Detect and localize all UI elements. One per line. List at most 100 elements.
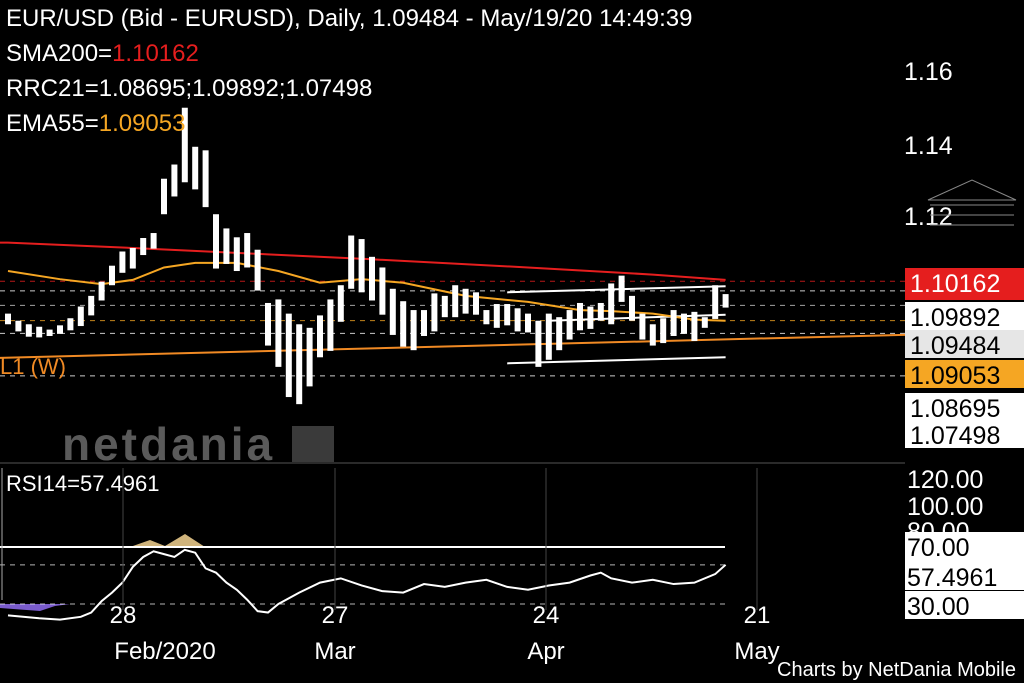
price-bar[interactable] xyxy=(535,320,542,367)
price-bar[interactable] xyxy=(462,288,469,314)
price-bar[interactable] xyxy=(660,318,667,344)
price-bar[interactable] xyxy=(57,325,63,334)
price-bar[interactable] xyxy=(493,304,500,328)
price-bar[interactable] xyxy=(712,285,719,319)
price-bar[interactable] xyxy=(400,301,407,347)
price-bar[interactable] xyxy=(337,285,344,322)
price-bar[interactable] xyxy=(369,256,375,301)
price-bar[interactable] xyxy=(5,313,11,325)
price-badge-label: 1.09053 xyxy=(910,362,1000,390)
time-axis-day: 27 xyxy=(322,602,349,629)
price-bar[interactable] xyxy=(358,239,365,293)
price-bar[interactable] xyxy=(701,317,708,328)
sma-legend-label: SMA200= xyxy=(6,40,112,67)
scale-handle-icon[interactable] xyxy=(927,179,1017,201)
ema-legend-value: 1.09053 xyxy=(99,110,186,137)
price-bar[interactable] xyxy=(275,299,282,367)
time-axis-day: 28 xyxy=(110,602,137,629)
ema-legend: EMA55=1.09053 xyxy=(6,110,185,137)
price-bar[interactable] xyxy=(223,228,230,264)
watermark-text: netdania xyxy=(62,418,275,470)
price-bar[interactable] xyxy=(192,146,199,190)
price-bar[interactable] xyxy=(25,324,32,337)
price-bar[interactable] xyxy=(161,178,167,215)
price-bar[interactable] xyxy=(587,306,594,329)
price-bar[interactable] xyxy=(265,302,271,346)
price-bar[interactable] xyxy=(389,288,396,335)
price-bar[interactable] xyxy=(691,311,698,341)
time-axis-day: 21 xyxy=(744,602,771,629)
price-bar[interactable] xyxy=(452,285,459,318)
price-badge xyxy=(905,360,1024,388)
price-bar[interactable] xyxy=(722,294,729,308)
price-badge-label: 1.09484 xyxy=(910,332,1000,360)
netdania-logo: netdania xyxy=(62,418,334,470)
rsi-axis-badge xyxy=(905,591,1024,619)
price-bar[interactable] xyxy=(119,251,126,273)
rrc-legend: RRC21=1.08695;1.09892;1.07498 xyxy=(6,75,372,102)
price-bar[interactable] xyxy=(254,249,261,291)
price-bar[interactable] xyxy=(67,318,74,331)
price-bar[interactable] xyxy=(597,302,604,321)
price-bar[interactable] xyxy=(98,281,105,301)
price-bar[interactable] xyxy=(109,265,115,286)
rsi-oversold-fill xyxy=(0,604,70,611)
price-bar[interactable] xyxy=(140,238,147,256)
price-bar[interactable] xyxy=(545,313,552,360)
price-bar[interactable] xyxy=(244,233,251,268)
price-bar[interactable] xyxy=(181,107,188,183)
price-bar[interactable] xyxy=(410,310,417,351)
price-bar[interactable] xyxy=(566,310,573,340)
price-bar[interactable] xyxy=(577,302,583,331)
price-bar[interactable] xyxy=(285,313,292,398)
regression-channel-lower xyxy=(507,356,726,365)
price-bar[interactable] xyxy=(233,237,240,272)
rsi-value-label: 57.4961 xyxy=(907,564,997,592)
price-bar[interactable] xyxy=(670,310,677,336)
price-bar[interactable] xyxy=(556,317,563,351)
price-bar[interactable] xyxy=(379,267,386,315)
time-axis-day: 24 xyxy=(533,602,560,629)
price-bar[interactable] xyxy=(441,295,448,318)
price-bar[interactable] xyxy=(15,320,22,332)
price-bar[interactable] xyxy=(608,283,615,325)
price-bar[interactable] xyxy=(473,292,479,315)
price-bar[interactable] xyxy=(327,299,334,351)
price-badge-label: 1.08695 xyxy=(910,395,1000,423)
price-bar[interactable] xyxy=(296,324,303,405)
price-bar[interactable] xyxy=(150,233,157,249)
price-bar[interactable] xyxy=(483,310,490,325)
price-bar[interactable] xyxy=(618,275,625,302)
sma-legend-value: 1.10162 xyxy=(112,40,199,67)
price-bar[interactable] xyxy=(171,164,178,197)
price-bar[interactable] xyxy=(504,304,511,326)
price-bar[interactable] xyxy=(202,150,209,208)
rsi-axis-tick: 120.00 xyxy=(907,466,983,494)
price-badge xyxy=(905,420,1024,448)
price-badge xyxy=(905,268,1024,300)
price-bar[interactable] xyxy=(421,310,427,336)
price-bar[interactable] xyxy=(649,324,656,346)
watermark-grid-mark xyxy=(292,426,334,462)
price-bar[interactable] xyxy=(36,326,43,338)
price-bar[interactable] xyxy=(514,308,521,332)
price-bar[interactable] xyxy=(88,295,95,316)
price-bar[interactable] xyxy=(77,306,84,327)
price-bar[interactable] xyxy=(317,315,323,358)
price-bar[interactable] xyxy=(681,313,687,334)
price-bar[interactable] xyxy=(525,313,531,333)
price-bar[interactable] xyxy=(629,295,635,321)
price-bar[interactable] xyxy=(213,214,219,269)
time-axis-month: Apr xyxy=(527,638,564,665)
price-bar[interactable] xyxy=(46,329,53,336)
price-bar[interactable] xyxy=(639,313,646,340)
price-bar[interactable] xyxy=(431,293,438,332)
rsi-axis-tick: 100.00 xyxy=(907,493,983,521)
price-bar[interactable] xyxy=(306,327,313,387)
rsi-line xyxy=(7,548,727,621)
price-badge-label: 1.10162 xyxy=(910,270,1000,298)
price-bar[interactable] xyxy=(129,247,136,269)
rsi-legend: RSI14=57.4961 xyxy=(6,471,160,496)
price-bar[interactable] xyxy=(348,235,355,289)
